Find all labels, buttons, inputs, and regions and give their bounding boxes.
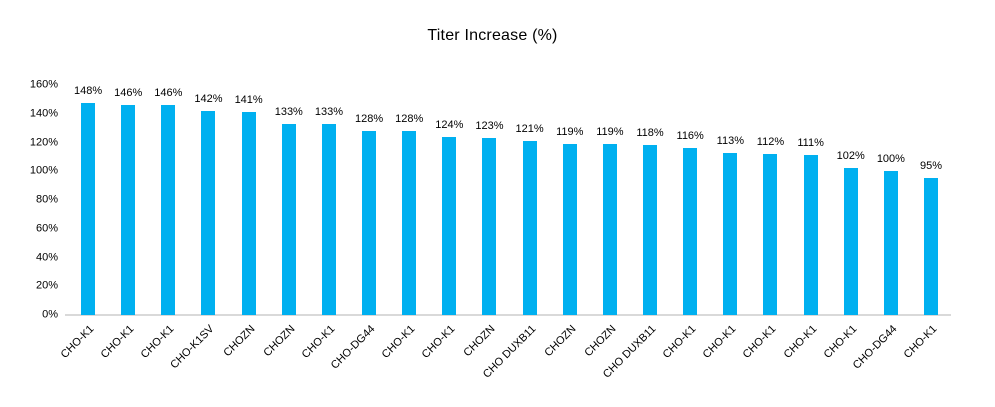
bar-value-label: 128% bbox=[395, 113, 424, 125]
bar-group: 116% bbox=[670, 85, 710, 315]
bar-group: 100% bbox=[871, 85, 911, 315]
bar-value-label: 128% bbox=[354, 113, 384, 125]
bar-group: 118% bbox=[630, 85, 670, 315]
bar bbox=[522, 141, 537, 315]
bar-value-label: 148% bbox=[74, 85, 103, 97]
bar bbox=[643, 145, 658, 315]
bars-container: 148% 146% 146% 142% 141% 133% 133% 128% 128% 124%… bbox=[68, 85, 951, 315]
bar-value-label: 121% bbox=[515, 123, 544, 136]
bar-group: 102% bbox=[831, 85, 871, 315]
bar bbox=[602, 143, 617, 315]
bar bbox=[763, 154, 778, 315]
bar bbox=[161, 105, 176, 315]
bar-group: 112% bbox=[750, 85, 790, 315]
bar-value-label: 119% bbox=[556, 125, 584, 138]
bar-value-label: 113% bbox=[716, 134, 744, 147]
bar bbox=[482, 138, 497, 315]
bar bbox=[723, 152, 738, 315]
bar-value-label: 119% bbox=[596, 125, 624, 138]
bar-value-label: 95% bbox=[920, 160, 943, 173]
chart-title: Titer Increase (%) bbox=[427, 27, 558, 44]
y-axis-tick-label: 100% bbox=[29, 164, 58, 177]
y-axis-tick-label: 60% bbox=[35, 222, 58, 235]
bar-value-label: 100% bbox=[876, 153, 905, 166]
bar-value-label: 124% bbox=[435, 118, 464, 131]
bar-value-label: 102% bbox=[836, 150, 865, 163]
bar bbox=[241, 112, 256, 315]
bar-group: 146% bbox=[148, 85, 188, 315]
x-category-labels: CHO-K1 CHO-K1 CHO-K1 CHO-K1SV CHOZN CHOZN CHO-… bbox=[59, 315, 951, 405]
bar-value-label: 141% bbox=[234, 94, 263, 107]
bar bbox=[924, 178, 939, 315]
bar-value-label: 142% bbox=[194, 92, 223, 105]
bar bbox=[883, 171, 898, 315]
plot-area: 0% 20% 40% 60% 80% 100% 120% 140% 160% 148% 146% 1… bbox=[30, 79, 951, 381]
y-axis-tick-label: 0% bbox=[42, 308, 58, 321]
bar-value-label: 111% bbox=[797, 137, 824, 150]
y-axis-tick-label: 80% bbox=[35, 193, 58, 206]
bar-value-label: 123% bbox=[475, 120, 504, 133]
y-axis-tick-label: 140% bbox=[29, 107, 58, 120]
bar-value-label: 133% bbox=[314, 105, 343, 118]
bar-value-label: 133% bbox=[274, 105, 303, 118]
bar-group: 133% bbox=[269, 85, 309, 315]
bar-value-label: 118% bbox=[636, 127, 664, 140]
bar-group: 128% bbox=[349, 85, 389, 315]
bar-group: 133% bbox=[309, 85, 349, 315]
y-axis-tick-label: 120% bbox=[29, 136, 58, 148]
bar bbox=[442, 136, 457, 315]
bar bbox=[81, 103, 96, 315]
bar-group: 113% bbox=[710, 85, 750, 315]
bar-value-label: 116% bbox=[676, 130, 704, 143]
bar bbox=[281, 123, 296, 315]
y-axis-tick-label: 160% bbox=[29, 78, 58, 91]
bar bbox=[321, 123, 336, 315]
bar-group: 123% bbox=[469, 85, 509, 315]
bar-group: 95% bbox=[911, 85, 951, 315]
bar-group: 148% bbox=[68, 85, 108, 315]
bar bbox=[402, 131, 417, 315]
bar-group: 141% bbox=[229, 85, 269, 315]
bar bbox=[843, 168, 858, 315]
bar-value-label: 146% bbox=[154, 87, 183, 100]
bar bbox=[803, 155, 818, 315]
y-axis-tick-label: 40% bbox=[35, 251, 58, 263]
bar-group: 146% bbox=[108, 85, 148, 315]
y-axis-tick-label: 20% bbox=[35, 279, 58, 292]
bar bbox=[201, 110, 216, 315]
x-category-label: CHO-K1 bbox=[58, 323, 97, 361]
bar-value-label: 146% bbox=[114, 87, 143, 100]
bar-group: 121% bbox=[510, 85, 550, 315]
bar-value-label: 112% bbox=[756, 136, 785, 148]
bar-group: 119% bbox=[550, 85, 590, 315]
bar-group: 124% bbox=[429, 85, 469, 315]
bar bbox=[362, 131, 377, 315]
x-axis-line bbox=[65, 314, 951, 316]
bar-group: 128% bbox=[389, 85, 429, 315]
bar bbox=[562, 143, 577, 315]
bar bbox=[121, 105, 136, 315]
bar bbox=[683, 148, 698, 315]
bar-group: 142% bbox=[188, 85, 228, 315]
bar-group: 111% bbox=[791, 85, 831, 315]
bar-group: 119% bbox=[590, 85, 630, 315]
